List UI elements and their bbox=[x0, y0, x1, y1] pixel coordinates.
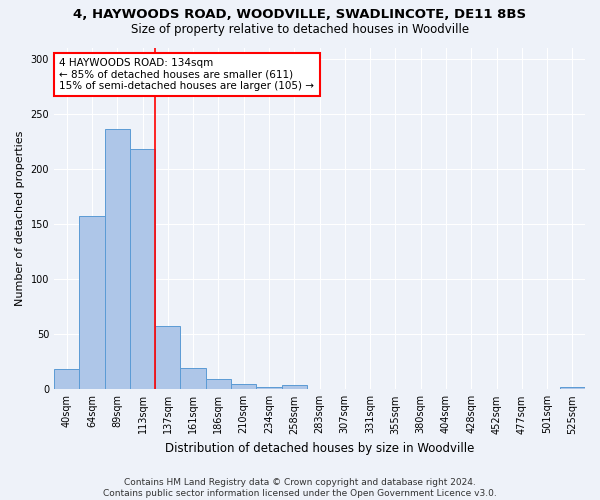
Bar bbox=[104, 129, 130, 390]
Bar bbox=[256, 387, 281, 390]
X-axis label: Distribution of detached houses by size in Woodville: Distribution of detached houses by size … bbox=[165, 442, 474, 455]
Y-axis label: Number of detached properties: Number of detached properties bbox=[15, 130, 25, 306]
Bar bbox=[206, 380, 231, 390]
Text: 4, HAYWOODS ROAD, WOODVILLE, SWADLINCOTE, DE11 8BS: 4, HAYWOODS ROAD, WOODVILLE, SWADLINCOTE… bbox=[73, 8, 527, 20]
Bar bbox=[281, 385, 307, 390]
Bar bbox=[54, 370, 79, 390]
Bar bbox=[181, 368, 206, 390]
Text: Size of property relative to detached houses in Woodville: Size of property relative to detached ho… bbox=[131, 22, 469, 36]
Bar bbox=[231, 384, 256, 390]
Bar bbox=[79, 216, 104, 390]
Bar bbox=[130, 149, 155, 390]
Bar bbox=[155, 326, 181, 390]
Text: Contains HM Land Registry data © Crown copyright and database right 2024.
Contai: Contains HM Land Registry data © Crown c… bbox=[103, 478, 497, 498]
Bar bbox=[560, 387, 585, 390]
Text: 4 HAYWOODS ROAD: 134sqm
← 85% of detached houses are smaller (611)
15% of semi-d: 4 HAYWOODS ROAD: 134sqm ← 85% of detache… bbox=[59, 58, 314, 91]
